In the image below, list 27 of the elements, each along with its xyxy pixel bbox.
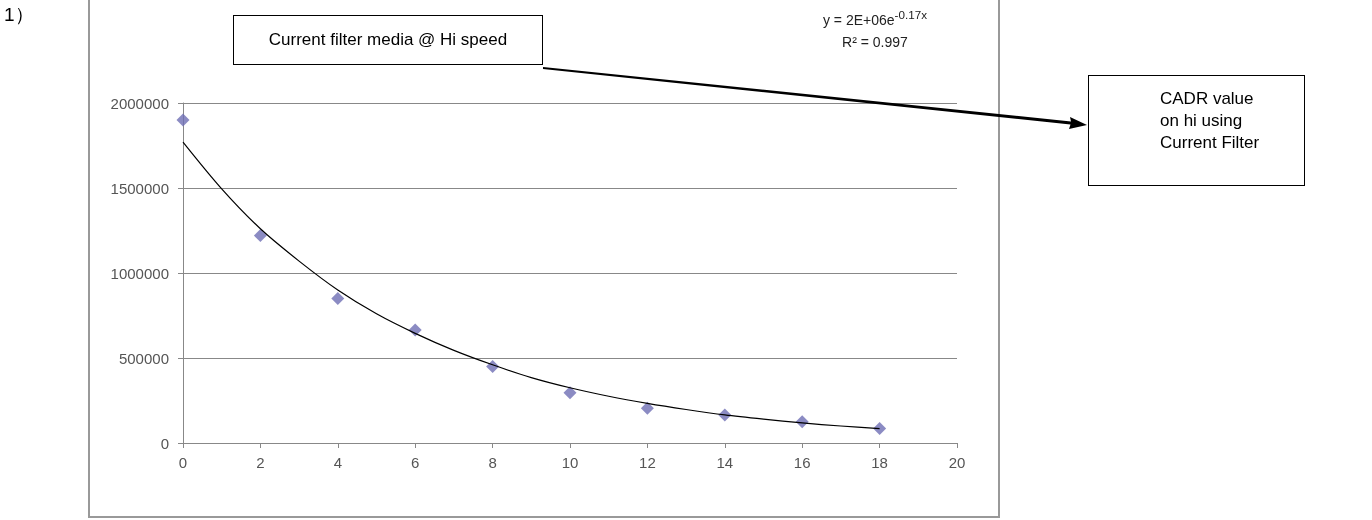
y-tick-label: 1500000 <box>110 179 169 197</box>
point <box>253 229 267 243</box>
x-tick-label: 18 <box>871 454 888 471</box>
text: R² = 0.997 <box>841 34 909 50</box>
point <box>873 422 887 436</box>
point <box>640 401 654 415</box>
text: y = 2E+06e$^{-0.17x}$ <box>822 8 928 28</box>
x-tick-label: 6 <box>411 454 420 471</box>
point <box>563 386 577 400</box>
text: 1） <box>4 3 34 27</box>
x-tick-label: 12 <box>639 454 656 471</box>
x-tick-label: 8 <box>488 454 497 471</box>
y-tick-label: 0 <box>160 434 169 452</box>
x-tick-label: 20 <box>948 454 966 471</box>
y-tick-label: 500000 <box>118 349 169 367</box>
x-tick-label: 14 <box>716 454 734 471</box>
y-tick-label: 1000000 <box>110 264 169 282</box>
point <box>331 292 345 305</box>
point <box>176 113 190 127</box>
x-tick-label: 0 <box>178 454 188 471</box>
y-tick-label: 2000000 <box>110 94 169 112</box>
x-tick-label: 4 <box>333 454 342 471</box>
x-tick-label: 10 <box>561 454 579 471</box>
text: Current filter media @ Hi speed <box>233 15 543 65</box>
x-tick-label: 2 <box>256 454 265 471</box>
x-tick-label: 16 <box>793 454 811 471</box>
text: CADR value on hi using Current Filter <box>1088 75 1305 186</box>
